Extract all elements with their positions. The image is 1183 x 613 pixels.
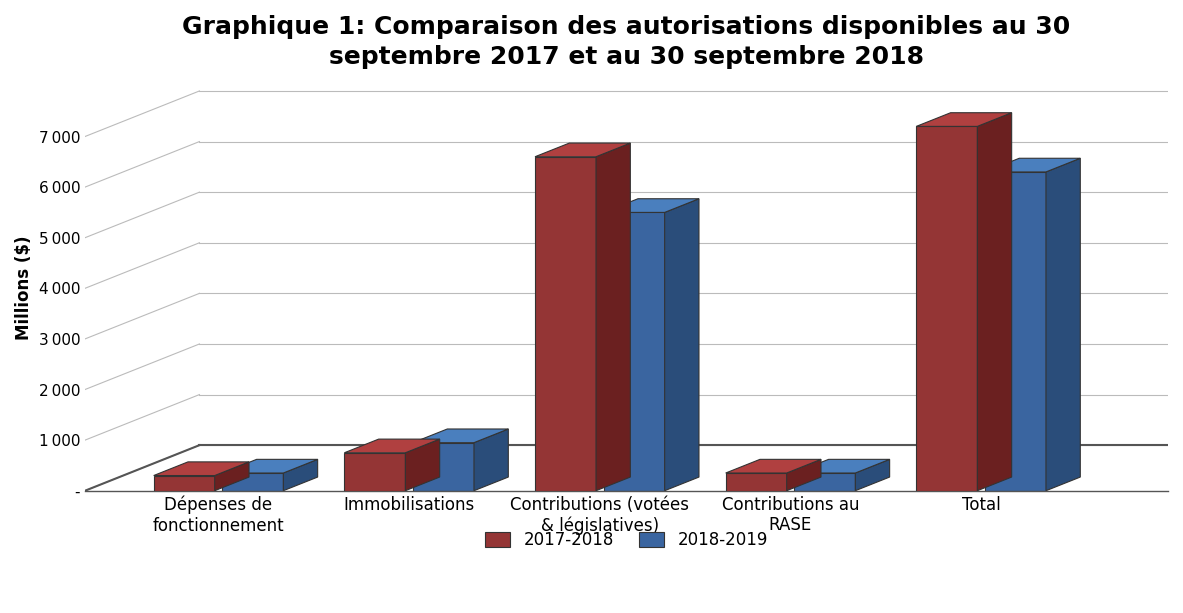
Polygon shape	[855, 459, 890, 491]
Polygon shape	[794, 459, 890, 473]
Polygon shape	[154, 462, 248, 476]
Polygon shape	[917, 113, 1011, 126]
Polygon shape	[344, 439, 440, 453]
Polygon shape	[794, 473, 855, 491]
Polygon shape	[222, 459, 318, 473]
Polygon shape	[725, 459, 821, 473]
Polygon shape	[535, 157, 596, 491]
Polygon shape	[1046, 158, 1080, 491]
Polygon shape	[474, 429, 509, 491]
Polygon shape	[917, 126, 977, 491]
Polygon shape	[603, 213, 665, 491]
Polygon shape	[406, 439, 440, 491]
Y-axis label: Millions ($): Millions ($)	[15, 235, 33, 340]
Polygon shape	[222, 473, 284, 491]
Polygon shape	[985, 172, 1046, 491]
Title: Graphique 1: Comparaison des autorisations disponibles au 30
septembre 2017 et a: Graphique 1: Comparaison des autorisatio…	[182, 15, 1071, 69]
Polygon shape	[985, 158, 1080, 172]
Polygon shape	[154, 476, 214, 491]
Legend: 2017-2018, 2018-2019: 2017-2018, 2018-2019	[479, 524, 775, 555]
Polygon shape	[787, 459, 821, 491]
Polygon shape	[535, 143, 631, 157]
Polygon shape	[413, 443, 474, 491]
Polygon shape	[413, 429, 509, 443]
Polygon shape	[977, 113, 1011, 491]
Polygon shape	[665, 199, 699, 491]
Polygon shape	[725, 473, 787, 491]
Polygon shape	[214, 462, 248, 491]
Polygon shape	[284, 459, 318, 491]
Polygon shape	[344, 453, 406, 491]
Polygon shape	[596, 143, 631, 491]
Polygon shape	[603, 199, 699, 213]
